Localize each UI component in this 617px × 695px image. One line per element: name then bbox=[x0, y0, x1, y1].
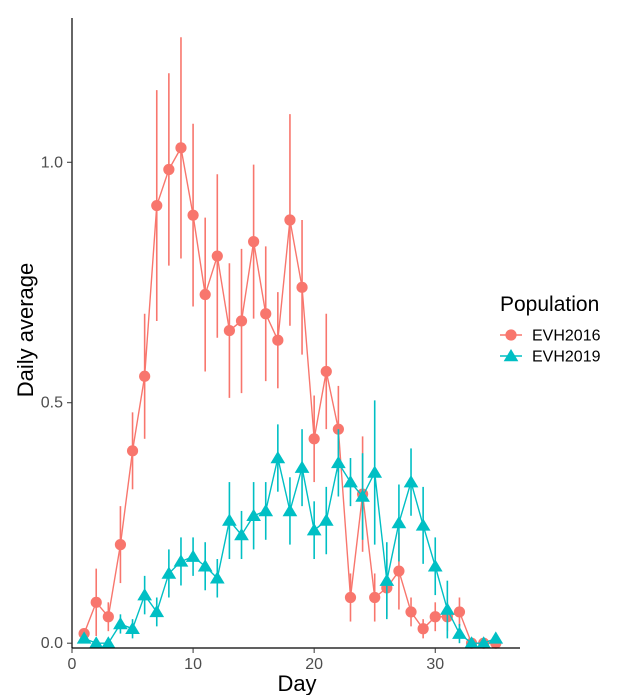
data-point bbox=[209, 571, 225, 584]
x-axis-ticks: 0 10 20 30 bbox=[68, 648, 444, 673]
data-point bbox=[246, 508, 261, 521]
y-tick-label: 1.0 bbox=[41, 154, 63, 171]
data-point bbox=[320, 365, 332, 378]
data-point bbox=[137, 588, 152, 601]
data-point bbox=[393, 565, 405, 577]
legend-key-marker bbox=[503, 349, 519, 362]
data-point bbox=[452, 626, 467, 639]
data-point bbox=[272, 334, 284, 346]
data-point bbox=[429, 611, 441, 623]
data-point bbox=[161, 566, 177, 579]
y-axis-title: Daily average bbox=[13, 263, 38, 398]
data-point bbox=[391, 515, 407, 529]
x-tick-label: 20 bbox=[305, 656, 323, 673]
data-point bbox=[139, 370, 151, 382]
data-point bbox=[151, 199, 163, 212]
data-point bbox=[417, 623, 429, 635]
data-point bbox=[464, 636, 479, 649]
data-point bbox=[453, 606, 466, 618]
legend-label: EVH2016 bbox=[532, 328, 601, 345]
data-point bbox=[282, 503, 298, 517]
data-point bbox=[114, 539, 127, 551]
data-point bbox=[76, 631, 92, 644]
data-point bbox=[440, 602, 455, 615]
data-point bbox=[234, 527, 249, 541]
legend-items: EVH2016 EVH2019 bbox=[500, 328, 601, 366]
plot-area bbox=[76, 37, 504, 649]
data-point bbox=[258, 503, 274, 517]
legend-item: EVH2019 bbox=[500, 349, 601, 366]
data-point bbox=[344, 591, 357, 604]
data-point bbox=[248, 236, 260, 248]
legend-title: Population bbox=[500, 293, 599, 316]
data-point bbox=[318, 513, 334, 526]
data-point bbox=[343, 475, 358, 488]
data-point bbox=[113, 616, 128, 630]
data-point bbox=[100, 636, 116, 649]
data-point bbox=[488, 631, 504, 644]
x-tick-label: 10 bbox=[184, 656, 202, 673]
data-point bbox=[163, 163, 175, 176]
data-point bbox=[331, 455, 346, 469]
data-point bbox=[403, 475, 419, 488]
x-tick-label: 30 bbox=[426, 656, 444, 673]
data-point bbox=[185, 549, 201, 562]
data-point bbox=[306, 523, 322, 536]
data-point bbox=[415, 518, 431, 531]
data-point bbox=[270, 451, 286, 464]
data-point bbox=[211, 250, 223, 262]
y-axis-ticks: 0.0 0.5 1.0 bbox=[41, 154, 72, 652]
data-point bbox=[294, 460, 310, 473]
data-point bbox=[369, 591, 381, 604]
legend-item: EVH2016 bbox=[500, 328, 601, 345]
data-point bbox=[379, 573, 395, 586]
data-point bbox=[187, 209, 199, 221]
data-point bbox=[197, 559, 213, 572]
data-point bbox=[199, 288, 211, 301]
data-point bbox=[427, 559, 443, 572]
data-point bbox=[149, 604, 165, 618]
data-point bbox=[476, 636, 492, 649]
y-tick-label: 0.0 bbox=[41, 635, 63, 652]
y-tick-label: 0.5 bbox=[41, 395, 63, 412]
legend: Population EVH2016 EVH2019 bbox=[500, 293, 601, 366]
series-EVH2016 bbox=[78, 37, 502, 649]
data-point bbox=[126, 445, 139, 457]
data-point bbox=[125, 621, 140, 635]
data-point bbox=[102, 611, 114, 623]
data-point bbox=[367, 465, 383, 478]
x-tick-label: 0 bbox=[68, 656, 77, 673]
data-point bbox=[222, 513, 237, 526]
data-point bbox=[308, 433, 320, 445]
data-point bbox=[173, 554, 189, 567]
data-point bbox=[223, 324, 236, 337]
data-point bbox=[175, 142, 187, 154]
data-point bbox=[405, 606, 417, 618]
series-EVH2019 bbox=[76, 400, 504, 649]
legend-label: EVH2019 bbox=[532, 349, 601, 366]
data-point bbox=[90, 596, 102, 608]
data-point bbox=[88, 636, 104, 649]
legend-key-marker bbox=[505, 329, 517, 341]
data-point bbox=[296, 281, 308, 293]
data-point bbox=[235, 315, 248, 327]
x-axis-title: Day bbox=[277, 671, 316, 695]
data-point bbox=[260, 308, 272, 320]
data-point bbox=[355, 489, 370, 502]
data-point bbox=[284, 214, 296, 226]
